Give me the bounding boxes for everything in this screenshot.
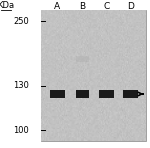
FancyBboxPatch shape [76,56,89,62]
FancyBboxPatch shape [50,90,64,98]
Text: C: C [103,2,110,11]
FancyBboxPatch shape [99,90,114,98]
FancyBboxPatch shape [40,10,146,141]
FancyBboxPatch shape [76,90,89,98]
Text: 100: 100 [14,126,29,135]
Text: 250: 250 [14,17,29,26]
FancyBboxPatch shape [123,90,138,98]
Text: 130: 130 [13,81,29,90]
Text: A: A [54,2,60,11]
Text: KDa: KDa [0,1,15,10]
Text: D: D [127,2,134,11]
Text: B: B [80,2,85,11]
